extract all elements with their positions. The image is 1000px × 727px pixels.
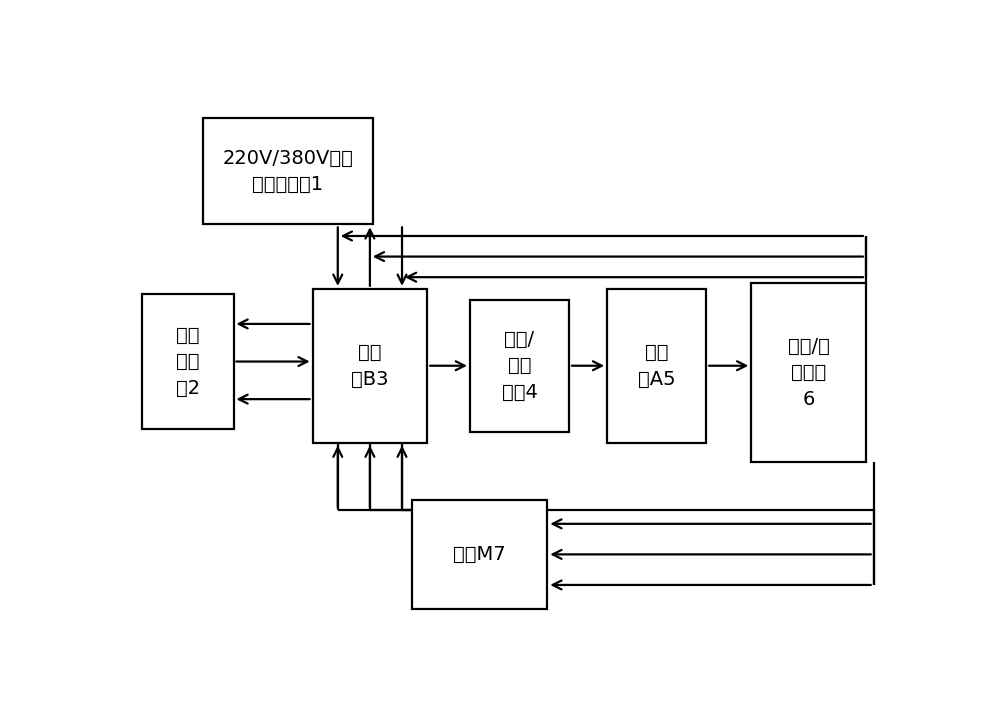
Bar <box>607 289 706 443</box>
Bar <box>202 118 373 225</box>
Bar <box>313 289 427 443</box>
Text: 220V/380V切换
以及并网口1: 220V/380V切换 以及并网口1 <box>222 148 353 194</box>
Bar <box>470 300 569 432</box>
Text: 驱动/并
网切换
6: 驱动/并 网切换 6 <box>788 337 829 409</box>
Text: 电机M7: 电机M7 <box>453 545 506 564</box>
Text: 高压
电池
组2: 高压 电池 组2 <box>176 326 200 398</box>
Text: 逆变
桥A5: 逆变 桥A5 <box>638 343 675 388</box>
Bar <box>142 294 234 429</box>
Text: 充电/
驱动
切换4: 充电/ 驱动 切换4 <box>502 330 537 402</box>
Bar <box>412 499 547 609</box>
Text: 逆变
桥B3: 逆变 桥B3 <box>351 343 389 388</box>
Bar <box>751 284 866 462</box>
